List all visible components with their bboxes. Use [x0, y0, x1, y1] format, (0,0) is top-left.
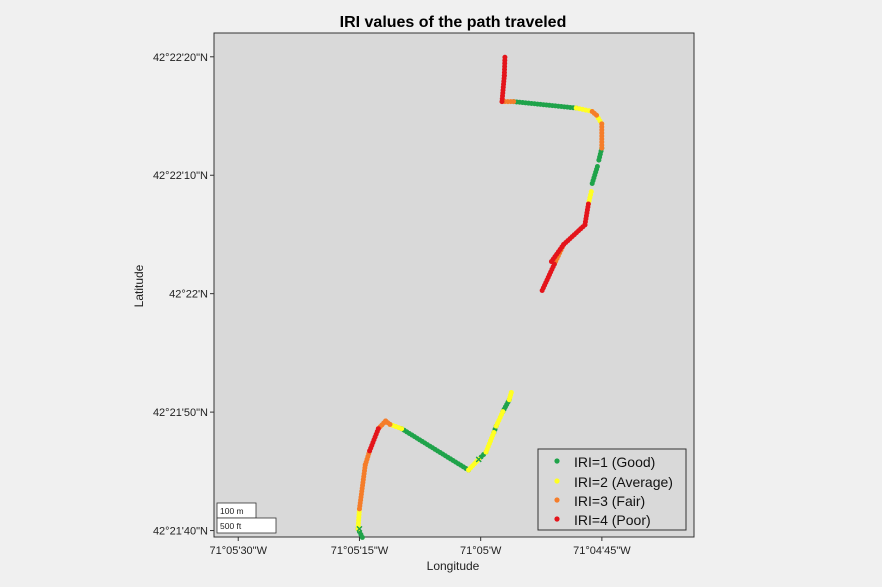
data-point-series-1-seg-1-4 [399, 426, 405, 432]
scale-bar-imperial-box [216, 517, 277, 534]
y-tick-label-3: 42°22'10"N [153, 170, 208, 182]
y-tick-label-0: 42°21'40"N [153, 526, 208, 538]
x-axis-label: Longitude [427, 559, 480, 573]
data-point-series-1-seg-5-3 [508, 389, 514, 395]
data-point-series-0-seg-7-6 [589, 181, 595, 187]
legend-label-average: IRI=2 (Average) [574, 474, 673, 490]
legend-marker-average [554, 478, 560, 484]
scale-bar-imperial-label: 500 ft [220, 521, 242, 531]
y-tick-label-1: 42°21'50"N [153, 407, 208, 419]
scale-bar: 100 m 500 ft [216, 502, 277, 534]
legend: IRI=1 (Good) IRI=2 (Average) IRI=3 (Fair… [537, 448, 687, 531]
axis-ticks: 71°05'30"W 71°05'15"W 71°05'W 71°04'45"W 42°… [153, 52, 631, 557]
legend-label-poor: IRI=4 (Poor) [574, 512, 651, 528]
x-tick-label-2: 71°05'W [460, 545, 502, 557]
chart-title: IRI values of the path traveled [340, 14, 567, 31]
x-tick-label-1: 71°05'15"W [331, 545, 389, 557]
data-point-series-0-seg-6-4 [596, 157, 602, 163]
legend-box [537, 448, 687, 531]
start-cross-marker-0 [356, 525, 363, 532]
data-point-series-3-seg-2-6 [502, 54, 508, 60]
data-point-series-2-seg-4-4 [511, 99, 517, 105]
x-tick-label-3: 71°04'45"W [573, 545, 631, 557]
data-point-series-2-seg-5-2 [594, 112, 600, 118]
data-point-series-1-seg-4-5 [500, 409, 506, 415]
data-points [355, 54, 605, 540]
legend-marker-good [554, 458, 560, 464]
legend-label-fair: IRI=3 (Fair) [574, 493, 645, 509]
cross-markers [356, 456, 482, 532]
y-tick-label-2: 42°22'N [169, 289, 208, 301]
scale-bar-metric-label: 100 m [220, 506, 244, 516]
data-point-series-3-seg-0-8 [375, 426, 381, 432]
y-axis-label: Latitude [132, 264, 146, 307]
x-tick-label-0: 71°05'30"W [209, 545, 267, 557]
y-tick-label-4: 42°22'20"N [153, 52, 208, 64]
data-point-series-3-seg-6-10 [551, 261, 557, 267]
data-point-series-2-seg-6-8 [599, 145, 605, 151]
legend-marker-poor [554, 516, 560, 522]
legend-marker-fair [554, 497, 560, 503]
start-cross-marker-1 [475, 456, 482, 463]
data-point-series-1-seg-3-7 [491, 430, 497, 436]
legend-label-good: IRI=1 (Good) [574, 454, 655, 470]
data-point-series-2-seg-3-2 [387, 421, 393, 427]
